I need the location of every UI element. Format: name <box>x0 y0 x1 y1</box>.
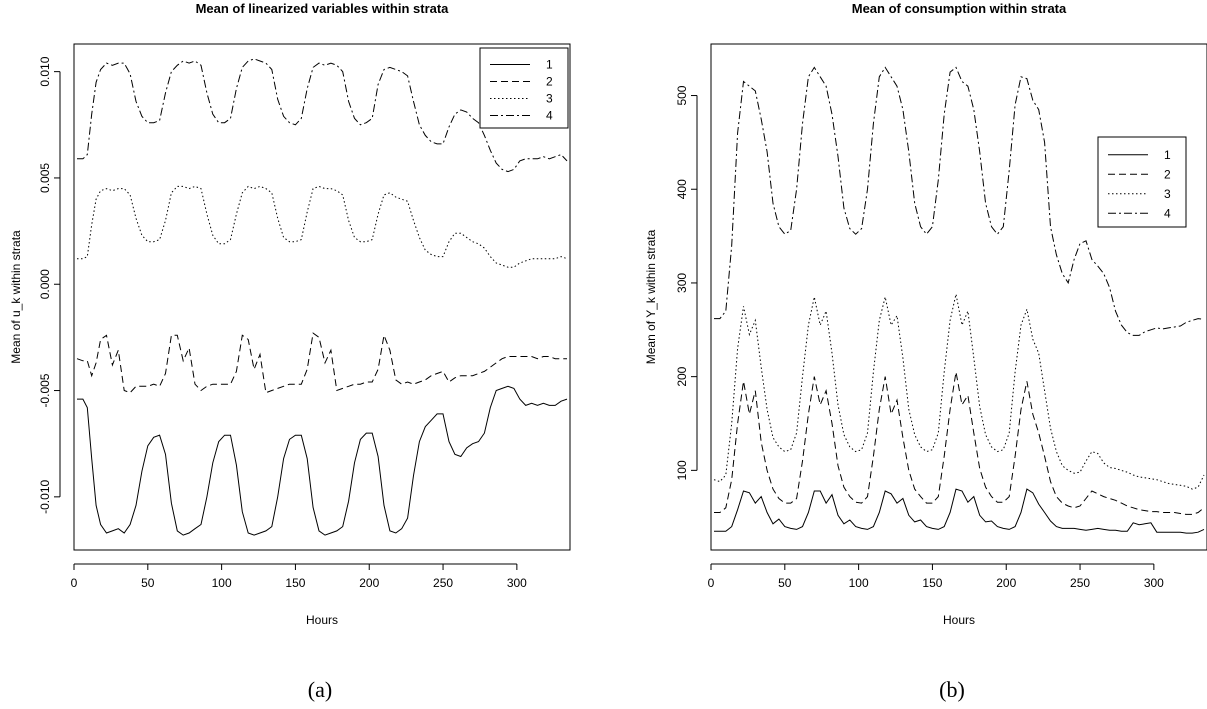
y-tick-label: 0.005 <box>38 163 52 193</box>
x-tick-label: 250 <box>1070 576 1090 590</box>
legend-box <box>479 47 569 129</box>
legend: 1 2 3 4 <box>479 47 569 129</box>
x-tick-label: 300 <box>1144 576 1164 590</box>
legend-label-1: 1 <box>546 58 553 72</box>
series-lines <box>713 66 1205 534</box>
series-line-1 <box>714 488 1205 534</box>
plot-box <box>73 43 571 551</box>
x-tick-label: 200 <box>359 576 379 590</box>
legend-label-2: 2 <box>1164 167 1171 181</box>
x-axis-label: Hours <box>943 613 975 627</box>
x-axis-label: Hours <box>306 613 338 627</box>
y-tick-label: 500 <box>675 85 689 105</box>
plot-box <box>710 43 1207 551</box>
y-tick-label: 300 <box>675 273 689 293</box>
chart-title: Mean of linearized variables within stra… <box>196 1 450 16</box>
legend-label-4: 4 <box>546 109 553 123</box>
y-tick-label: 100 <box>675 460 689 480</box>
legend-label-3: 3 <box>1164 187 1171 201</box>
x-tick-label: 0 <box>71 576 78 590</box>
y-axis-label: Mean of Y_k within strata <box>644 229 658 364</box>
y-tick-label: -0.010 <box>38 480 52 514</box>
y-axis: 100 200 300 400 500 <box>675 85 698 480</box>
panel-caption: (b) <box>939 677 965 702</box>
panel-a: Mean of linearized variables within stra… <box>9 1 571 702</box>
legend-box <box>1097 136 1187 228</box>
x-tick-label: 300 <box>507 576 527 590</box>
x-tick-label: 250 <box>433 576 453 590</box>
legend-label-2: 2 <box>546 75 553 89</box>
y-tick-label: 200 <box>675 366 689 386</box>
series-line-4 <box>714 66 1205 336</box>
legend-label-3: 3 <box>546 92 553 106</box>
legend-label-4: 4 <box>1164 206 1171 220</box>
x-tick-label: 100 <box>212 576 232 590</box>
series-line-2 <box>714 371 1205 515</box>
legend: 1 2 3 4 <box>1097 136 1187 228</box>
series-line-3 <box>713 294 1205 490</box>
y-tick-label: 0.010 <box>38 56 52 86</box>
y-tick-label: 400 <box>675 179 689 199</box>
chart-title: Mean of consumption within strata <box>852 1 1067 16</box>
y-tick-label: -0.005 <box>38 373 52 407</box>
series-line-3 <box>77 185 568 268</box>
x-axis: 0 50 100 150 200 250 300 <box>708 563 1164 590</box>
series-line-1 <box>77 385 568 536</box>
x-tick-label: 200 <box>996 576 1016 590</box>
panel-caption: (a) <box>308 677 332 702</box>
series-lines <box>76 58 568 536</box>
x-tick-label: 50 <box>778 576 792 590</box>
y-tick-label: 0.000 <box>38 269 52 299</box>
x-tick-label: 100 <box>849 576 869 590</box>
legend-label-1: 1 <box>1164 148 1171 162</box>
series-line-4 <box>77 58 568 173</box>
series-line-2 <box>76 332 567 394</box>
x-tick-label: 150 <box>285 576 305 590</box>
x-tick-label: 50 <box>141 576 155 590</box>
x-tick-label: 150 <box>922 576 942 590</box>
x-axis: 0 50 100 150 200 250 300 <box>71 563 527 590</box>
y-axis-label: Mean of u_k within strata <box>9 230 23 364</box>
x-tick-label: 0 <box>708 576 715 590</box>
panel-b: Mean of consumption within strata Hours … <box>644 1 1207 702</box>
y-axis: -0.010 -0.005 0.000 0.005 0.010 <box>38 56 61 514</box>
